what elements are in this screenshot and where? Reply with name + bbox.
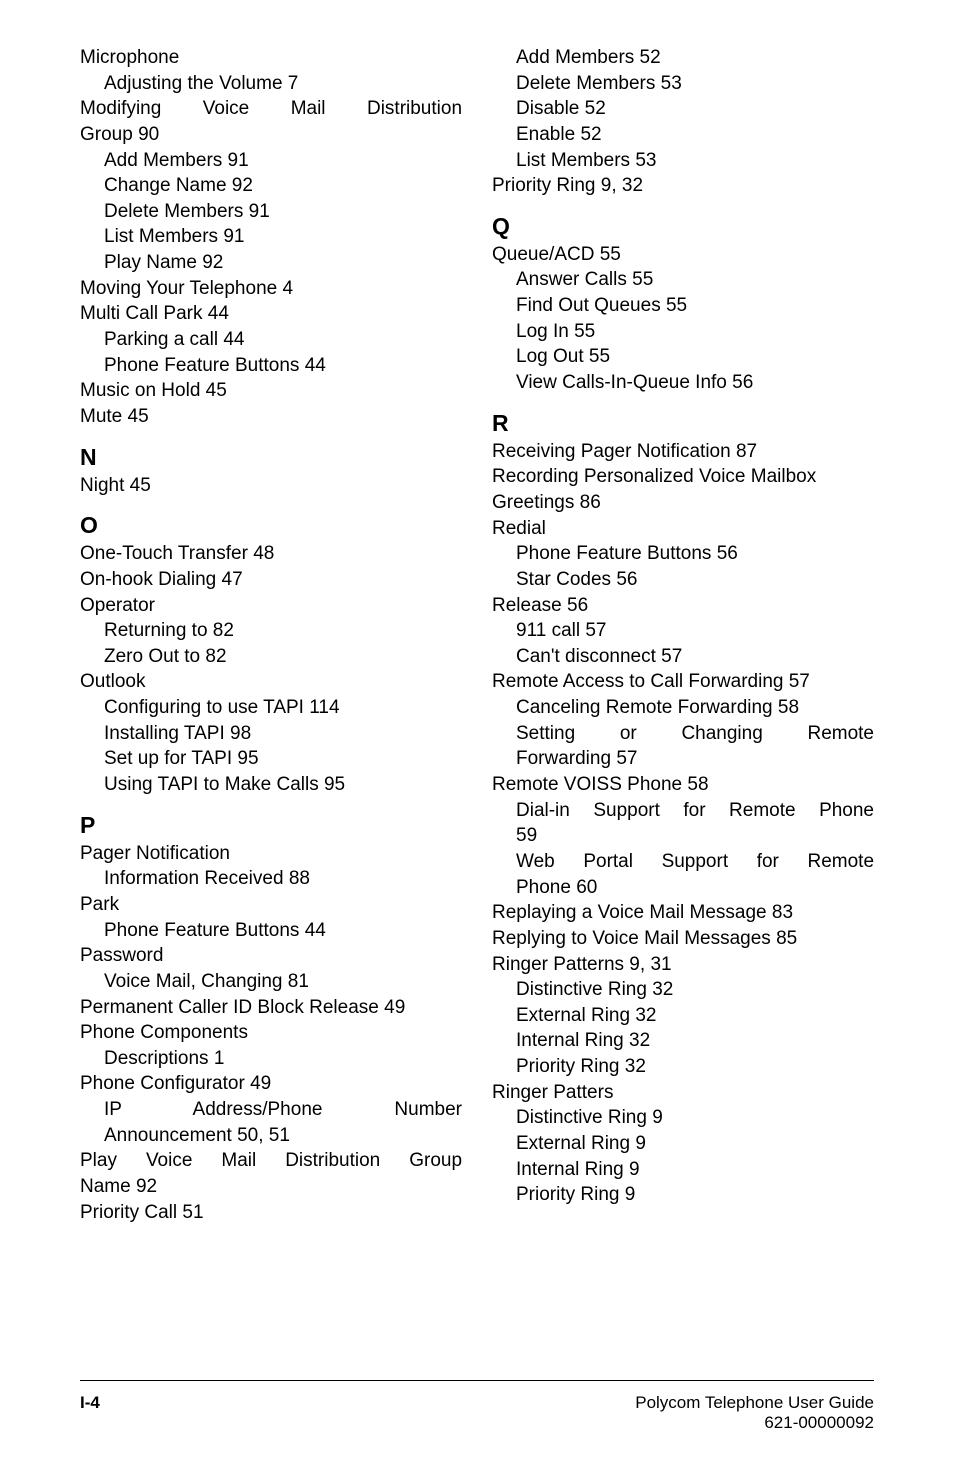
index-entry: Modifying Voice Mail Distribution (80, 96, 462, 122)
index-entry: Recording Personalized Voice Mailbox (492, 464, 874, 490)
index-entry: Priority Ring 9, 32 (492, 173, 874, 199)
index-entry: Phone Configurator 49 (80, 1071, 462, 1097)
left-column: Microphone Adjusting the Volume 7 Modify… (80, 45, 462, 1225)
footer-docnum: 621-00000092 (635, 1413, 874, 1433)
index-entry: List Members 91 (80, 224, 462, 250)
index-columns: Microphone Adjusting the Volume 7 Modify… (80, 45, 874, 1225)
index-entry: Night 45 (80, 473, 462, 499)
index-entry: Internal Ring 32 (492, 1028, 874, 1054)
index-entry: Outlook (80, 669, 462, 695)
index-entry: Installing TAPI 98 (80, 721, 462, 747)
index-entry: Priority Ring 32 (492, 1054, 874, 1080)
index-entry: Priority Call 51 (80, 1200, 462, 1226)
index-entry: Star Codes 56 (492, 567, 874, 593)
index-entry: Phone Feature Buttons 56 (492, 541, 874, 567)
index-entry: 911 call 57 (492, 618, 874, 644)
index-entry: Pager Notification (80, 841, 462, 867)
index-entry: Parking a call 44 (80, 327, 462, 353)
index-entry: External Ring 32 (492, 1003, 874, 1029)
index-entry: Delete Members 53 (492, 71, 874, 97)
index-entry: Set up for TAPI 95 (80, 746, 462, 772)
section-heading-r: R (492, 410, 874, 437)
index-entry: Release 56 (492, 593, 874, 619)
index-entry: Announcement 50, 51 (80, 1123, 462, 1149)
index-entry: Configuring to use TAPI 114 (80, 695, 462, 721)
index-entry: Ringer Patterns 9, 31 (492, 952, 874, 978)
right-column: Add Members 52 Delete Members 53 Disable… (492, 45, 874, 1225)
index-entry: Forwarding 57 (492, 746, 874, 772)
section-heading-n: N (80, 444, 462, 471)
index-entry: Change Name 92 (80, 173, 462, 199)
index-entry: Replying to Voice Mail Messages 85 (492, 926, 874, 952)
index-entry: Log Out 55 (492, 344, 874, 370)
index-entry: Redial (492, 516, 874, 542)
index-entry: One-Touch Transfer 48 (80, 541, 462, 567)
index-entry: Music on Hold 45 (80, 378, 462, 404)
index-entry: Name 92 (80, 1174, 462, 1200)
index-entry: Moving Your Telephone 4 (80, 276, 462, 302)
index-entry: Mute 45 (80, 404, 462, 430)
index-entry: External Ring 9 (492, 1131, 874, 1157)
index-entry: Phone Components (80, 1020, 462, 1046)
index-entry: Password (80, 943, 462, 969)
index-entry: Find Out Queues 55 (492, 293, 874, 319)
index-entry: On-hook Dialing 47 (80, 567, 462, 593)
index-entry: Phone Feature Buttons 44 (80, 918, 462, 944)
section-heading-p: P (80, 812, 462, 839)
index-entry: Multi Call Park 44 (80, 301, 462, 327)
index-entry: Adjusting the Volume 7 (80, 71, 462, 97)
index-entry: IP Address/Phone Number (80, 1097, 462, 1123)
footer-right: Polycom Telephone User Guide 621-0000009… (635, 1393, 874, 1433)
index-entry: Add Members 91 (80, 148, 462, 174)
page-number: I-4 (80, 1393, 100, 1433)
index-entry: Returning to 82 (80, 618, 462, 644)
index-entry: Permanent Caller ID Block Release 49 (80, 995, 462, 1021)
index-entry: 59 (492, 823, 874, 849)
index-entry: Greetings 86 (492, 490, 874, 516)
index-entry: Remote Access to Call Forwarding 57 (492, 669, 874, 695)
index-entry: Phone 60 (492, 875, 874, 901)
index-entry: Setting or Changing Remote (492, 721, 874, 747)
index-entry: Ringer Patters (492, 1080, 874, 1106)
index-entry: Voice Mail, Changing 81 (80, 969, 462, 995)
index-entry: Internal Ring 9 (492, 1157, 874, 1183)
index-entry: Log In 55 (492, 319, 874, 345)
index-entry: List Members 53 (492, 148, 874, 174)
index-entry: Add Members 52 (492, 45, 874, 71)
index-entry: Group 90 (80, 122, 462, 148)
index-entry: Operator (80, 593, 462, 619)
page-footer: I-4 Polycom Telephone User Guide 621-000… (80, 1380, 874, 1433)
index-entry: Play Voice Mail Distribution Group (80, 1148, 462, 1174)
index-entry: Queue/ACD 55 (492, 242, 874, 268)
index-entry: Distinctive Ring 9 (492, 1105, 874, 1131)
index-entry: Delete Members 91 (80, 199, 462, 225)
index-entry: Phone Feature Buttons 44 (80, 353, 462, 379)
index-entry: Canceling Remote Forwarding 58 (492, 695, 874, 721)
index-entry: View Calls-In-Queue Info 56 (492, 370, 874, 396)
index-entry: Dial-in Support for Remote Phone (492, 798, 874, 824)
index-entry: Disable 52 (492, 96, 874, 122)
index-entry: Replaying a Voice Mail Message 83 (492, 900, 874, 926)
index-entry: Priority Ring 9 (492, 1182, 874, 1208)
index-entry: Web Portal Support for Remote (492, 849, 874, 875)
index-entry: Receiving Pager Notification 87 (492, 439, 874, 465)
index-entry: Microphone (80, 45, 462, 71)
index-entry: Park (80, 892, 462, 918)
section-heading-o: O (80, 512, 462, 539)
index-entry: Zero Out to 82 (80, 644, 462, 670)
index-entry: Distinctive Ring 32 (492, 977, 874, 1003)
index-entry: Can't disconnect 57 (492, 644, 874, 670)
footer-title: Polycom Telephone User Guide (635, 1393, 874, 1413)
index-entry: Information Received 88 (80, 866, 462, 892)
index-entry: Answer Calls 55 (492, 267, 874, 293)
index-entry: Using TAPI to Make Calls 95 (80, 772, 462, 798)
index-entry: Enable 52 (492, 122, 874, 148)
index-entry: Descriptions 1 (80, 1046, 462, 1072)
section-heading-q: Q (492, 213, 874, 240)
index-entry: Remote VOISS Phone 58 (492, 772, 874, 798)
index-entry: Play Name 92 (80, 250, 462, 276)
